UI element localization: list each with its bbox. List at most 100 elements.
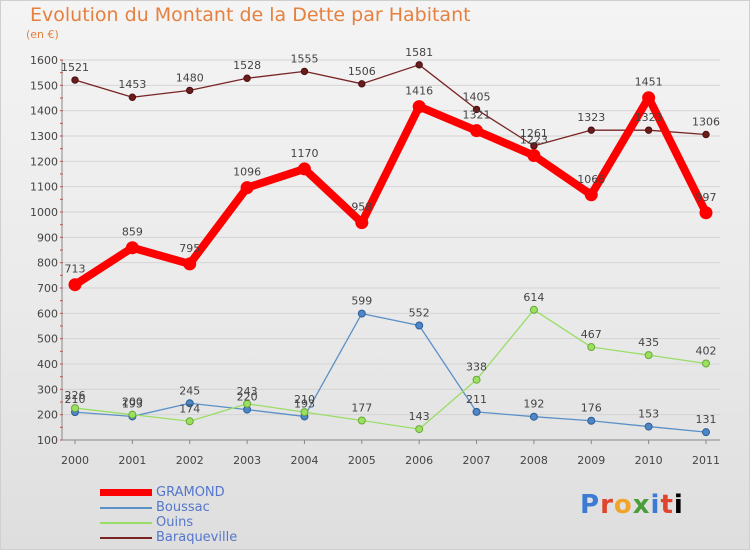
data-point [243, 399, 252, 408]
data-label: 176 [581, 402, 602, 415]
series-line-boussac [74, 312, 707, 433]
data-point [355, 216, 369, 230]
data-label: 1261 [520, 127, 548, 140]
x-tick-label: 2004 [290, 454, 318, 467]
data-label: 997 [696, 191, 717, 204]
data-label: 1451 [635, 76, 663, 89]
data-label: 1480 [176, 71, 204, 84]
data-point [300, 408, 309, 417]
x-tick-label: 2006 [405, 454, 433, 467]
data-label: 1506 [348, 65, 376, 78]
data-point [587, 126, 595, 134]
data-label: 211 [466, 393, 487, 406]
data-label: 402 [696, 344, 717, 357]
x-tick-label: 2008 [520, 454, 548, 467]
data-point [587, 343, 596, 352]
x-tick-label: 2005 [348, 454, 376, 467]
data-label: 193 [122, 397, 143, 410]
y-tick-label: 700 [37, 282, 58, 295]
y-tick-label: 200 [37, 409, 58, 422]
data-point [702, 428, 710, 437]
data-point [642, 91, 656, 105]
data-label: 435 [638, 336, 659, 349]
data-label: 552 [409, 306, 430, 319]
data-label: 220 [237, 391, 258, 404]
data-point [297, 162, 311, 176]
data-point [644, 351, 653, 360]
data-label: 1555 [290, 52, 318, 65]
y-tick-label: 1200 [30, 155, 58, 168]
data-point [587, 416, 596, 425]
series-line-gramond [71, 93, 710, 289]
data-point [357, 309, 366, 318]
data-label: 153 [638, 408, 659, 421]
unit-label: (en €) [26, 28, 59, 41]
x-tick-label: 2000 [61, 454, 89, 467]
y-tick-label: 100 [37, 434, 58, 447]
data-point [415, 321, 424, 330]
data-point [240, 181, 254, 195]
legend-label: Boussac [156, 500, 210, 515]
legend-swatch [100, 522, 152, 524]
data-point [584, 188, 598, 202]
data-label: 599 [351, 295, 372, 308]
data-point [644, 126, 653, 134]
legend-swatch [100, 507, 152, 509]
data-label: 143 [409, 410, 430, 423]
data-label: 1581 [405, 46, 433, 59]
data-point [125, 241, 139, 255]
data-point [529, 412, 538, 421]
series-line-ouins [74, 309, 707, 430]
data-label: 245 [179, 384, 200, 397]
legend-label: Baraqueville [156, 530, 238, 545]
y-tick-label: 1500 [30, 79, 58, 92]
data-label: 1521 [61, 61, 89, 74]
data-label: 226 [65, 389, 86, 402]
data-point [243, 74, 251, 82]
data-label: 1068 [577, 173, 605, 186]
series-line-baraqueville [74, 64, 707, 147]
y-tick-label: 1300 [30, 130, 58, 143]
data-label: 1528 [233, 59, 261, 72]
y-tick-label: 1100 [30, 181, 58, 194]
data-point [415, 425, 424, 434]
data-point [71, 76, 79, 84]
data-point [529, 305, 538, 314]
data-point [472, 375, 481, 384]
data-label: 1323 [577, 111, 605, 124]
y-tick-label: 1400 [30, 105, 58, 118]
proxiti-logo: Proxiti [580, 490, 684, 520]
data-label: 1170 [290, 147, 318, 160]
y-tick-label: 600 [37, 307, 58, 320]
data-label: 174 [179, 402, 200, 415]
legend-label: Ouins [156, 515, 194, 530]
data-label: 192 [523, 398, 544, 411]
legend-swatch [100, 489, 152, 496]
data-point [358, 80, 366, 88]
data-point [128, 93, 137, 101]
x-tick-label: 2007 [463, 454, 491, 467]
data-point [699, 206, 713, 220]
data-point [185, 417, 194, 426]
data-point [470, 124, 484, 138]
data-point [185, 399, 194, 408]
legend-swatch [100, 537, 152, 539]
data-point [300, 67, 309, 76]
data-point [527, 149, 541, 163]
data-label: 177 [351, 401, 372, 414]
data-point [415, 61, 423, 69]
y-tick-label: 1000 [30, 206, 58, 219]
data-label: 713 [65, 263, 86, 276]
data-label: 1306 [692, 115, 720, 128]
y-tick-label: 500 [37, 333, 58, 346]
data-label: 1223 [520, 134, 548, 147]
data-label: 200 [122, 396, 143, 409]
data-label: 210 [294, 393, 315, 406]
data-label: 338 [466, 361, 487, 374]
data-point [644, 422, 653, 431]
data-point [357, 416, 366, 425]
data-point [183, 257, 197, 271]
x-tick-label: 2001 [118, 454, 146, 467]
